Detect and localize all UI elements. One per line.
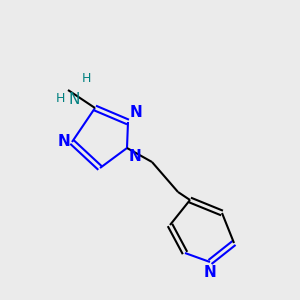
Text: N: N	[69, 92, 80, 107]
Text: N: N	[129, 149, 142, 164]
Text: N: N	[130, 105, 143, 120]
Text: N: N	[57, 134, 70, 149]
Text: H: H	[82, 72, 92, 85]
Text: H: H	[56, 92, 65, 105]
Text: N: N	[204, 265, 216, 280]
